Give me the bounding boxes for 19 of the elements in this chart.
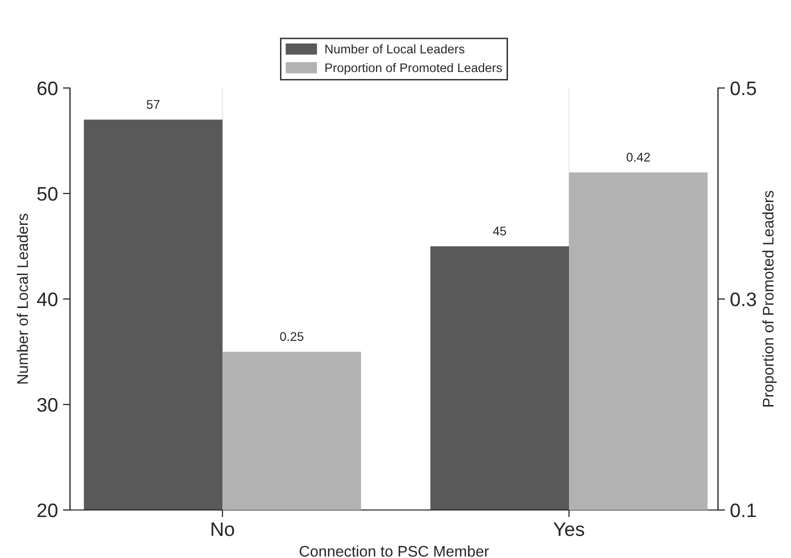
data-label: 0.42 <box>626 152 650 162</box>
x-axis-title: Connection to PSC Member <box>300 545 489 557</box>
x-tick-label: No <box>212 522 234 536</box>
y-tick-label: 30 <box>37 398 58 412</box>
legend-label: Number of Local Leaders <box>325 44 464 54</box>
y2-tick-label: 0.5 <box>730 81 756 96</box>
y-tick-label: 40 <box>37 292 58 306</box>
y2-tick-label: 0.3 <box>730 292 756 306</box>
data-label: 45 <box>493 226 506 236</box>
y-tick-label: 20 <box>38 503 58 518</box>
y-tick-label: 50 <box>37 186 58 201</box>
y2-axis-title: Proportion of Promoted Leaders <box>762 190 777 406</box>
y-axis-title: Number of Local Leaders <box>16 214 28 384</box>
x-tick-label: Yes <box>554 522 584 536</box>
legend-label: Proportion of Promoted Leaders <box>325 62 502 75</box>
data-label: 57 <box>146 100 160 109</box>
data-label: 0.25 <box>280 332 304 341</box>
y2-tick-label: 0.1 <box>730 503 756 518</box>
y-tick-label: 60 <box>38 81 58 96</box>
